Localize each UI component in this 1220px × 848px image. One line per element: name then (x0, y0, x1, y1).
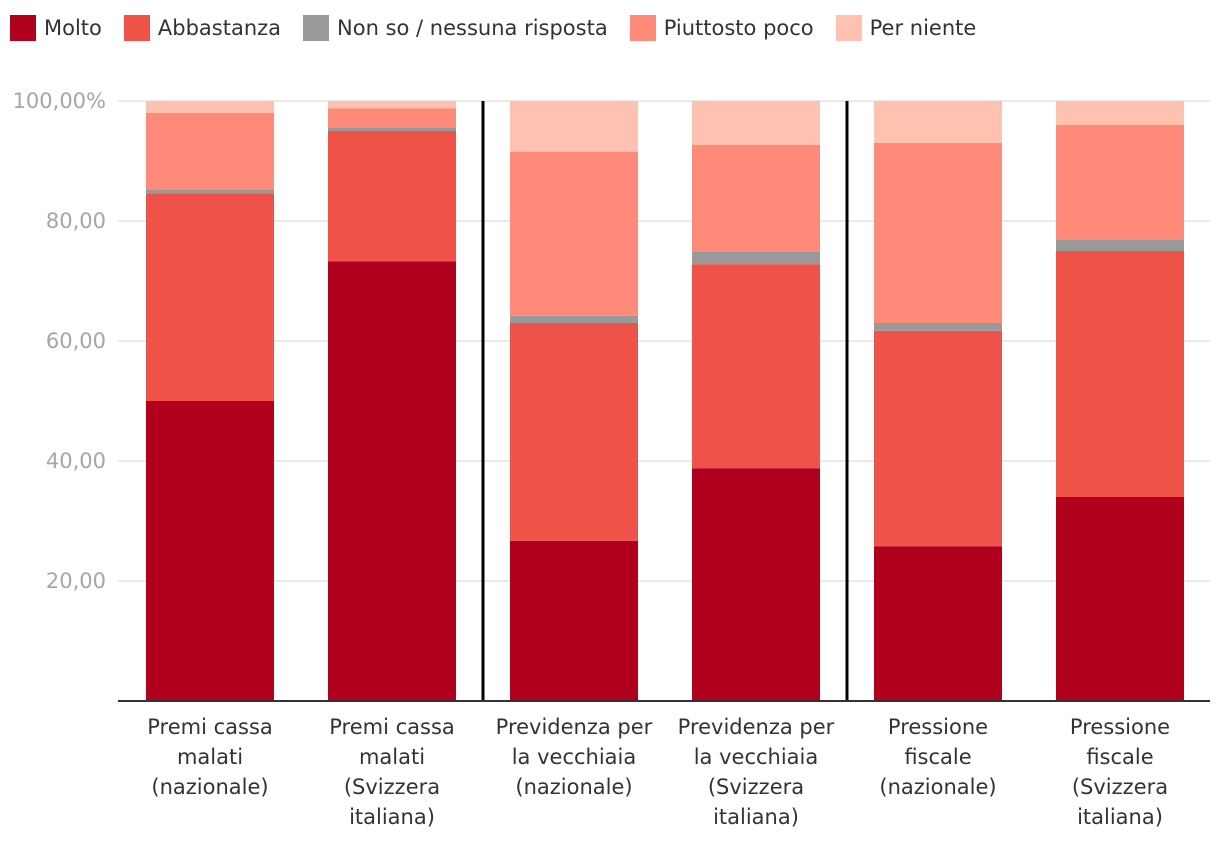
bar-segment-non-so-nessuna-risposta (146, 189, 274, 194)
bar-segment-per-niente (1056, 101, 1184, 125)
x-tick-label: Premi cassa malati (Svizzera italiana) (302, 712, 482, 832)
x-tick-label-line: Pressione (1069, 715, 1171, 739)
x-tick-label: Previdenza per la vecchiaia (Svizzera itali… (666, 712, 846, 832)
legend-label: Non so / nessuna risposta (337, 16, 608, 40)
legend-item: Abbastanza (123, 15, 282, 41)
x-tick-label-line: Pressione (887, 715, 989, 739)
x-tick-label-line: (Svizzera (707, 775, 805, 799)
y-tick-label: 60,00 (46, 329, 106, 353)
bar-segment-per-niente (146, 101, 274, 113)
bar-segment-piuttosto-poco (874, 143, 1002, 323)
x-tick-label-line: italiana) (1077, 805, 1163, 829)
bar-segment-molto (692, 468, 820, 701)
x-tick-label-line: (Svizzera (1071, 775, 1169, 799)
x-tick-label-line: Previdenza per (677, 715, 835, 739)
y-tick-label: 20,00 (46, 569, 106, 593)
legend-swatch (835, 15, 862, 41)
x-tick-label-line: (nazionale) (879, 775, 997, 799)
legend-item: Piuttosto poco (629, 15, 814, 41)
bar-segment-piuttosto-poco (1056, 125, 1184, 240)
x-tick-label-line: (nazionale) (151, 775, 269, 799)
y-tick-label: 100,00% (13, 89, 106, 113)
x-tick-label: Pressione fiscale (nazionale) (848, 712, 1028, 802)
x-tick-label-line: italiana) (713, 805, 799, 829)
bar-segment-molto (510, 540, 638, 701)
x-tick-label-line: (nazionale) (515, 775, 633, 799)
x-tick-label-line: Previdenza per (495, 715, 653, 739)
bar-segment-piuttosto-poco (146, 113, 274, 190)
x-tick-label-line: fiscale (1086, 745, 1154, 769)
x-tick-label: Premi cassa malati (nazionale) (120, 712, 300, 802)
x-tick-label-line: (Svizzera (343, 775, 441, 799)
bar-segment-per-niente (874, 101, 1002, 143)
bar-segment-per-niente (328, 101, 456, 109)
bar-segment-non-so-nessuna-risposta (692, 251, 820, 265)
y-tick-label: 80,00 (46, 209, 106, 233)
x-tick-label: Pressione fiscale (Svizzera italiana) (1030, 712, 1210, 832)
bar-segment-non-so-nessuna-risposta (328, 127, 456, 131)
bar-segment-abbastanza (874, 330, 1002, 547)
x-tick-label-line: fiscale (904, 745, 972, 769)
bar-segment-per-niente (692, 101, 820, 145)
legend-label: Per niente (869, 16, 977, 40)
y-tick-label: 40,00 (46, 449, 106, 473)
bar-segment-piuttosto-poco (692, 144, 820, 252)
bar-segment-abbastanza (1056, 251, 1184, 497)
legend-item: Molto (10, 15, 102, 41)
x-tick-label-line: la vecchiaia (511, 745, 637, 769)
legend-label: Abbastanza (157, 16, 282, 40)
bar-segment-molto (328, 261, 456, 701)
bar-segment-piuttosto-poco (510, 152, 638, 316)
x-tick-label-line: malati (176, 745, 244, 769)
legend-item: Non so / nessuna risposta (303, 15, 608, 41)
x-tick-label-line: malati (358, 745, 426, 769)
bar-segment-molto (874, 546, 1002, 701)
x-tick-label-line: Premi cassa (329, 715, 455, 739)
legend-swatch (123, 15, 150, 41)
x-tick-label: Previdenza per la vecchiaia (nazionale) (484, 712, 664, 802)
x-tick-label-line: la vecchiaia (693, 745, 819, 769)
legend-label: Piuttosto poco (663, 16, 814, 40)
legend-label: Molto (44, 16, 102, 40)
legend-swatch (10, 15, 36, 41)
bar-segment-non-so-nessuna-risposta (510, 315, 638, 323)
legend-item: Per niente (835, 15, 977, 41)
bar-segment-molto (1056, 497, 1184, 701)
legend-swatch (303, 15, 330, 41)
bar-segment-per-niente (510, 101, 638, 152)
legend-swatch (629, 15, 656, 41)
bar-segment-abbastanza (146, 193, 274, 401)
chart-legend: Molto Abbastanza Non so / nessuna risposta… (10, 12, 998, 44)
bar-segment-abbastanza (510, 323, 638, 541)
x-tick-label-line: italiana) (349, 805, 435, 829)
x-tick-label-line: Premi cassa (147, 715, 273, 739)
bar-segment-non-so-nessuna-risposta (874, 323, 1002, 331)
bar-segment-piuttosto-poco (328, 108, 456, 128)
bar-segment-molto (146, 401, 274, 701)
bar-segment-abbastanza (328, 131, 456, 262)
bar-segment-abbastanza (692, 264, 820, 469)
bar-segment-non-so-nessuna-risposta (1056, 239, 1184, 251)
